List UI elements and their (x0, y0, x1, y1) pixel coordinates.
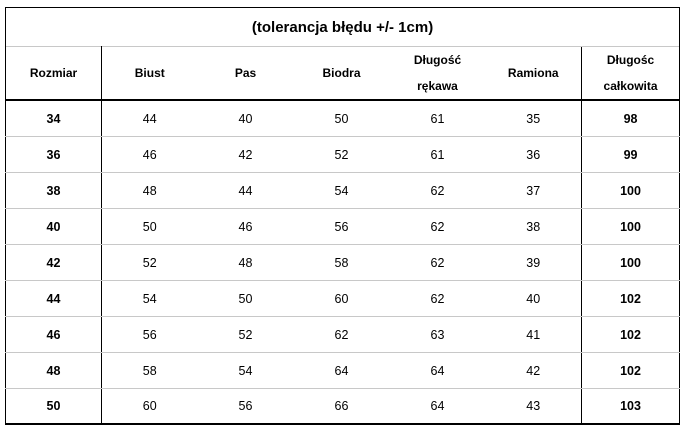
cell-hips: 66 (293, 388, 390, 425)
table-row: 48 58 54 64 64 42 102 (5, 352, 681, 389)
cell-bust: 60 (101, 388, 198, 425)
cell-size: 34 (5, 100, 102, 137)
table-row: 36 46 42 52 61 36 99 (5, 136, 681, 173)
header-sleeve-length: Długość rękawa (389, 46, 486, 101)
cell-bust: 54 (101, 280, 198, 317)
header-row: Rozmiar Biust Pas Biodra Długość rękawa … (5, 46, 681, 101)
cell-shoulders: 41 (485, 316, 582, 353)
cell-bust: 48 (101, 172, 198, 209)
header-total-line1: Długośc (606, 53, 655, 67)
cell-shoulders: 43 (485, 388, 582, 425)
cell-waist: 56 (197, 388, 294, 425)
cell-shoulders: 39 (485, 244, 582, 281)
cell-hips: 56 (293, 208, 390, 245)
cell-bust: 50 (101, 208, 198, 245)
cell-waist: 42 (197, 136, 294, 173)
cell-bust: 58 (101, 352, 198, 389)
header-total-length: Długośc całkowita (580, 46, 681, 101)
cell-bust: 56 (101, 316, 198, 353)
cell-sleeve: 62 (389, 280, 486, 317)
header-hips: Biodra (293, 46, 390, 101)
table-row: 38 48 44 54 62 37 100 (5, 172, 681, 209)
cell-bust: 44 (101, 100, 198, 137)
cell-size: 42 (5, 244, 102, 281)
cell-waist: 48 (197, 244, 294, 281)
cell-total: 100 (580, 244, 681, 281)
cell-size: 50 (5, 388, 102, 425)
cell-shoulders: 42 (485, 352, 582, 389)
header-sleeve-line2: rękawa (417, 79, 458, 93)
cell-hips: 58 (293, 244, 390, 281)
table-row: 34 44 40 50 61 35 98 (5, 100, 681, 137)
cell-hips: 64 (293, 352, 390, 389)
cell-sleeve: 64 (389, 388, 486, 425)
cell-total: 102 (580, 316, 681, 353)
cell-sleeve: 61 (389, 136, 486, 173)
cell-sleeve: 63 (389, 316, 486, 353)
header-bust: Biust (101, 46, 198, 101)
cell-hips: 50 (293, 100, 390, 137)
cell-bust: 52 (101, 244, 198, 281)
cell-size: 40 (5, 208, 102, 245)
cell-sleeve: 62 (389, 208, 486, 245)
header-size: Rozmiar (5, 46, 102, 101)
cell-shoulders: 35 (485, 100, 582, 137)
cell-waist: 50 (197, 280, 294, 317)
cell-size: 36 (5, 136, 102, 173)
cell-size: 44 (5, 280, 102, 317)
table-title: (tolerancja błędu +/- 1cm) (4, 7, 681, 47)
cell-size: 46 (5, 316, 102, 353)
table-row: 44 54 50 60 62 40 102 (5, 280, 681, 317)
cell-shoulders: 36 (485, 136, 582, 173)
cell-sleeve: 62 (389, 172, 486, 209)
header-shoulders: Ramiona (485, 46, 582, 101)
size-chart-table: (tolerancja błędu +/- 1cm) Rozmiar Biust… (4, 7, 681, 425)
cell-hips: 60 (293, 280, 390, 317)
title-row: (tolerancja błędu +/- 1cm) (4, 7, 681, 47)
cell-total: 103 (580, 388, 681, 425)
cell-waist: 52 (197, 316, 294, 353)
table-row: 50 60 56 66 64 43 103 (5, 388, 681, 425)
cell-waist: 40 (197, 100, 294, 137)
table-row: 46 56 52 62 63 41 102 (5, 316, 681, 353)
header-total-line2: całkowita (603, 79, 658, 93)
cell-hips: 54 (293, 172, 390, 209)
cell-total: 99 (580, 136, 681, 173)
table-row: 40 50 46 56 62 38 100 (5, 208, 681, 245)
cell-waist: 46 (197, 208, 294, 245)
cell-total: 102 (580, 280, 681, 317)
cell-waist: 54 (197, 352, 294, 389)
cell-shoulders: 40 (485, 280, 582, 317)
cell-shoulders: 38 (485, 208, 582, 245)
cell-size: 48 (5, 352, 102, 389)
cell-bust: 46 (101, 136, 198, 173)
cell-total: 100 (580, 172, 681, 209)
header-waist: Pas (197, 46, 294, 101)
header-sleeve-line1: Długość (413, 53, 462, 67)
cell-waist: 44 (197, 172, 294, 209)
cell-sleeve: 61 (389, 100, 486, 137)
cell-shoulders: 37 (485, 172, 582, 209)
cell-total: 98 (580, 100, 681, 137)
cell-total: 100 (580, 208, 681, 245)
cell-hips: 52 (293, 136, 390, 173)
table-row: 42 52 48 58 62 39 100 (5, 244, 681, 281)
cell-total: 102 (580, 352, 681, 389)
cell-size: 38 (5, 172, 102, 209)
cell-hips: 62 (293, 316, 390, 353)
cell-sleeve: 62 (389, 244, 486, 281)
cell-sleeve: 64 (389, 352, 486, 389)
